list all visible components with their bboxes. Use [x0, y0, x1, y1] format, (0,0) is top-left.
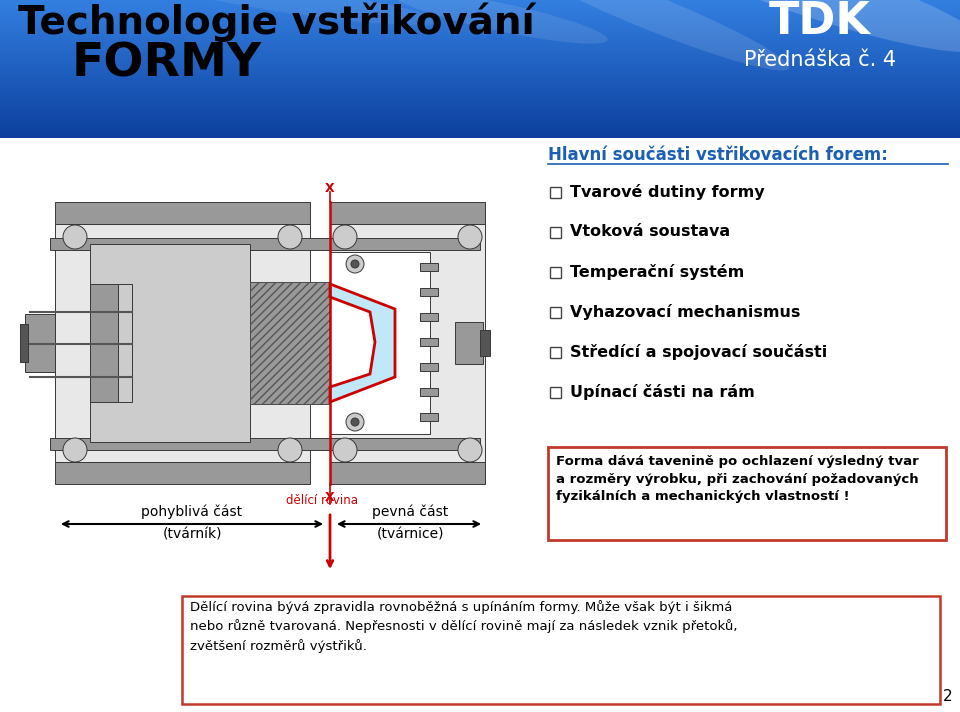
Bar: [55, 224, 310, 462]
Circle shape: [458, 438, 482, 462]
Bar: [182, 596, 940, 704]
Text: Přednáška č. 4: Přednáška č. 4: [744, 50, 896, 70]
Bar: [480, 330, 490, 356]
Bar: [330, 202, 485, 224]
Ellipse shape: [161, 0, 439, 25]
Bar: [50, 238, 480, 250]
Bar: [420, 363, 438, 371]
Bar: [550, 347, 561, 358]
Bar: [20, 324, 28, 362]
Text: pohyblivá část: pohyblivá část: [141, 505, 243, 519]
Circle shape: [63, 438, 87, 462]
Bar: [550, 227, 561, 238]
Bar: [420, 338, 438, 346]
Text: Dělící rovina bývá zpravidla rovnoběžná s upínáním formy. Může však být i šikmá
: Dělící rovina bývá zpravidla rovnoběžná …: [190, 600, 737, 653]
Bar: [118, 284, 132, 402]
Text: X: X: [325, 182, 335, 195]
Text: Vtoková soustava: Vtoková soustava: [570, 224, 731, 239]
Bar: [330, 224, 485, 462]
Bar: [550, 187, 561, 198]
Bar: [0, 138, 960, 712]
Text: Technologie vstřikování: Technologie vstřikování: [18, 2, 535, 42]
Bar: [90, 244, 250, 442]
Bar: [50, 438, 480, 450]
Text: Upínací části na rám: Upínací části na rám: [570, 384, 755, 400]
Bar: [550, 307, 561, 318]
Bar: [548, 447, 946, 540]
Bar: [420, 288, 438, 296]
Bar: [90, 284, 118, 402]
Text: pevná část: pevná část: [372, 505, 448, 519]
Polygon shape: [330, 284, 395, 402]
Bar: [420, 263, 438, 271]
Text: Vyhazovací mechanismus: Vyhazovací mechanismus: [570, 304, 801, 320]
Text: Forma dává tavenině po ochlazení výsledný tvar
a rozměry výrobku, při zachování : Forma dává tavenině po ochlazení výsledn…: [556, 455, 919, 503]
Text: FORMY: FORMY: [72, 41, 262, 86]
Bar: [55, 202, 310, 224]
Circle shape: [333, 225, 357, 249]
Text: 2: 2: [943, 689, 952, 704]
Bar: [250, 282, 330, 404]
Circle shape: [333, 438, 357, 462]
Circle shape: [458, 225, 482, 249]
Bar: [55, 462, 310, 484]
Circle shape: [278, 225, 302, 249]
Bar: [250, 282, 330, 404]
Circle shape: [346, 413, 364, 431]
Circle shape: [346, 255, 364, 273]
Bar: [420, 413, 438, 421]
Text: (tvárník): (tvárník): [162, 527, 222, 541]
Ellipse shape: [654, 0, 960, 52]
Circle shape: [63, 225, 87, 249]
Text: Středící a spojovací součásti: Středící a spojovací součásti: [570, 344, 828, 360]
Text: dělící rovina: dělící rovina: [286, 494, 358, 507]
Text: TDK: TDK: [769, 1, 871, 43]
Ellipse shape: [393, 0, 608, 43]
Bar: [550, 267, 561, 278]
Ellipse shape: [511, 0, 789, 70]
Text: X: X: [325, 491, 335, 504]
Bar: [330, 252, 430, 434]
Text: Hlavní součásti vstřikovacích forem:: Hlavní součásti vstřikovacích forem:: [548, 146, 888, 164]
Bar: [455, 322, 483, 364]
Bar: [25, 314, 55, 372]
Text: Temperační systém: Temperační systém: [570, 264, 744, 280]
Bar: [550, 387, 561, 398]
Text: (tvárnice): (tvárnice): [376, 527, 444, 541]
Text: Tvarové dutiny formy: Tvarové dutiny formy: [570, 184, 764, 200]
Circle shape: [351, 260, 359, 268]
Circle shape: [278, 438, 302, 462]
Bar: [330, 462, 485, 484]
Circle shape: [351, 418, 359, 426]
Bar: [420, 313, 438, 321]
Bar: [420, 388, 438, 396]
